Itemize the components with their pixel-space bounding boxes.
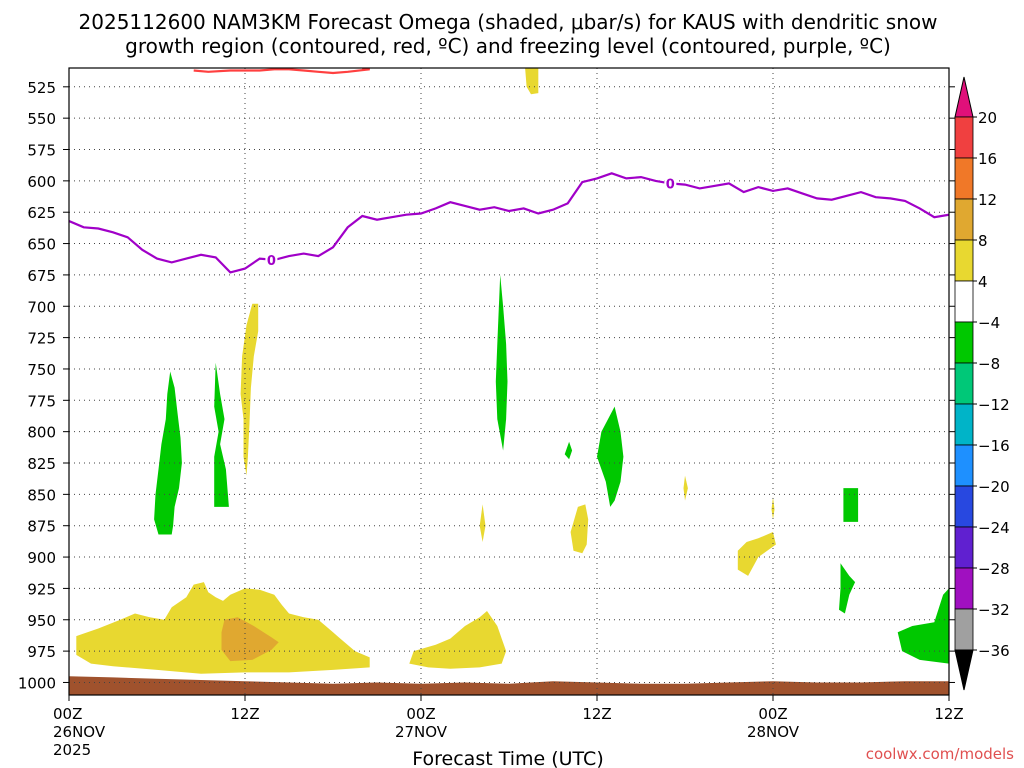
colorbar-bin [954, 321, 974, 364]
omega-region-14 [479, 504, 486, 542]
colorbar-bin [954, 567, 974, 610]
x-tick-label: 26NOV [53, 723, 106, 741]
y-tick-label: 925 [27, 580, 56, 598]
y-tick-label: 825 [27, 455, 56, 473]
colorbar-label: −36 [978, 642, 1010, 660]
y-tick-label: 575 [27, 142, 56, 160]
colorbar-label: −8 [978, 355, 1000, 373]
y-tick-label: 900 [27, 549, 56, 567]
x-tick-label: 2025 [53, 741, 91, 759]
omega-region-10 [839, 563, 856, 614]
freezing-label-bg-0 [265, 251, 278, 267]
chart-title-line-2: growth region (contoured, red, ºC) and f… [125, 34, 891, 58]
x-tick-label: 27NOV [395, 723, 448, 741]
colorbar: 20 16 12 8 4 −4 −8 −12 −16 −20 −24 −28 −32 −36 [954, 76, 1010, 691]
omega-region-2 [409, 611, 507, 669]
omega-region-11 [897, 588, 949, 664]
y-tick-label: 850 [27, 486, 56, 504]
colorbar-bin [954, 239, 974, 282]
colorbar-bin [954, 444, 974, 487]
y-tick-label: 800 [27, 424, 56, 442]
y-tick-label: 950 [27, 612, 56, 630]
y-tick-label: 875 [27, 518, 56, 536]
y-tick-label: 725 [27, 330, 56, 348]
omega-region-4 [154, 371, 182, 535]
colorbar-label: 16 [978, 150, 997, 168]
y-tick-label: 975 [27, 643, 56, 661]
x-tick-label: 00Z [53, 705, 82, 723]
colorbar-bin [954, 403, 974, 446]
colorbar-bin [954, 608, 974, 651]
y-axis-ticks: 525 550 575 600 625 650 675 700 725 750 775 800 825 8… [18, 79, 955, 692]
colorbar-bin [954, 116, 974, 159]
y-tick-label: 700 [27, 298, 56, 316]
x-tick-label: 12Z [230, 705, 259, 723]
omega-region-9 [843, 488, 859, 522]
y-tick-label: 1000 [18, 674, 56, 692]
y-tick-label: 650 [27, 236, 56, 254]
colorbar-label: 20 [978, 109, 997, 127]
freezing-level-contour [69, 172, 949, 274]
colorbar-label: −32 [978, 601, 1010, 619]
contour-lines: 00 [69, 68, 949, 274]
x-tick-label: 28NOV [747, 723, 800, 741]
colorbar-label: 8 [978, 232, 988, 250]
grid-lines [69, 68, 949, 695]
omega-region-3 [240, 303, 259, 476]
colorbar-bin [954, 485, 974, 528]
omega-region-8 [564, 441, 573, 460]
chart-title-line-1: 2025112600 NAM3KM Forecast Omega (shaded… [79, 10, 938, 34]
x-tick-label: 12Z [582, 705, 611, 723]
colorbar-bin [954, 198, 974, 241]
colorbar-label: −20 [978, 478, 1010, 496]
colorbar-bin [954, 157, 974, 200]
colorbar-bin [954, 362, 974, 405]
credit-text: coolwx.com/models [866, 745, 1014, 763]
x-tick-label: 00Z [406, 705, 435, 723]
colorbar-label: −28 [978, 560, 1010, 578]
x-axis-label: Forecast Time (UTC) [412, 748, 603, 768]
omega-region-12 [570, 504, 589, 554]
y-tick-label: 625 [27, 204, 56, 222]
colorbar-label: −24 [978, 519, 1010, 537]
colorbar-label: −4 [978, 314, 1000, 332]
surface-terrain-fill [69, 676, 949, 695]
freezing-level-label: 0 [666, 177, 675, 192]
colorbar-label: 12 [978, 191, 997, 209]
colorbar-label: 4 [978, 273, 988, 291]
y-tick-label: 750 [27, 361, 56, 379]
dgz-contour [193, 68, 370, 75]
colorbar-under-arrow [954, 649, 974, 691]
colorbar-bin [954, 526, 974, 569]
freezing-level-label: 0 [267, 254, 276, 269]
omega-region-1 [221, 617, 279, 662]
colorbar-over-arrow [954, 76, 974, 118]
plot-frame [68, 67, 950, 696]
y-tick-label: 775 [27, 392, 56, 410]
colorbar-label: −16 [978, 437, 1010, 455]
y-tick-label: 550 [27, 110, 56, 128]
y-tick-label: 525 [27, 79, 56, 97]
colorbar-bin [954, 280, 974, 323]
omega-region-5 [214, 362, 229, 507]
y-tick-label: 600 [27, 173, 56, 191]
freezing-label-bg-1 [664, 175, 677, 191]
colorbar-label: −12 [978, 396, 1010, 414]
y-tick-label: 675 [27, 267, 56, 285]
omega-region-7 [597, 406, 624, 507]
plot-area: 00 [68, 67, 950, 696]
omega-region-17 [525, 68, 539, 95]
surface-layer [69, 676, 949, 695]
x-tick-label: 00Z [758, 705, 787, 723]
omega-region-13 [737, 532, 776, 576]
x-tick-label: 12Z [934, 705, 963, 723]
omega-region-6 [495, 274, 508, 451]
